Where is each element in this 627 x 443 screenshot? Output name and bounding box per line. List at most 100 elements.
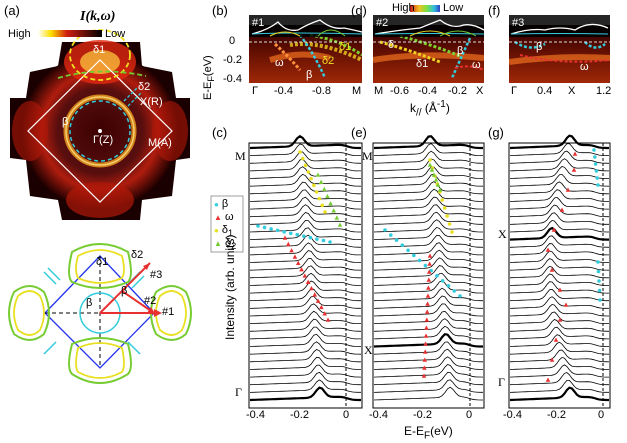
edc-marker [450,230,454,234]
edc-marker [309,176,313,181]
xtick-b-1: -0.4 [274,85,293,97]
xtick-b-2: -0.8 [312,85,331,97]
edc-marker [428,158,432,162]
band-b-beta: β [306,69,313,81]
edc-marker [309,285,314,291]
edc-curve [373,303,483,317]
edc-marker [412,253,416,258]
edc-curve [249,134,361,150]
edc-marker [308,235,313,240]
edc-curve [509,372,609,386]
edc-marker [292,254,298,259]
band-d-delta1: δ1 [416,58,429,70]
edc-curve [373,341,484,355]
edc-curve [373,166,483,179]
edc-marker [321,186,327,192]
edc-curve [373,234,484,248]
edc-marker [423,263,428,268]
edc-marker [331,208,337,213]
xtick-b-3: M [352,85,362,97]
edc-curve [509,189,609,202]
edc-panel-g [509,134,610,402]
y-axis-label-top: E-EF(eV) [202,55,217,100]
edc-marker [422,357,428,362]
panel-a-title: I(k,ω) [80,9,116,24]
edc-curve [373,188,483,202]
edc-curve [373,287,483,302]
edc-marker [406,248,410,253]
fs-label-xr: X(R) [140,96,163,108]
edc-curve [509,226,609,241]
edc-curve [249,288,361,302]
x-axis-label-energy: E-EF(eV) [404,424,453,442]
edc-curve [373,226,483,240]
edc-marker [429,167,435,172]
xtick-c-0: -0.4 [246,409,265,421]
edc-curve [373,364,484,378]
edc-curve [373,143,483,156]
panel-label-d: (d) [351,3,367,18]
edc-marker [594,169,599,173]
edc-curve [509,326,609,340]
edc-curve [509,319,610,332]
edc-curve [249,356,361,370]
edc-curve [509,258,610,271]
colorbar-top-high: High [392,2,415,14]
edc-marker [431,172,437,177]
edc-curve [249,349,361,363]
edc-marker [295,232,300,237]
edc-curve [509,134,609,150]
legend-box [210,195,244,253]
panel-label-f: (f) [488,3,501,18]
edc-curve [509,273,609,286]
edc-marker [328,201,333,206]
panel-label-b: (b) [212,3,228,18]
edc-curve [373,150,484,164]
edc-marker [549,267,555,272]
edc-curve [373,158,483,172]
edc-marker [563,302,569,307]
edc-curve [509,243,609,256]
colorbar-a-low: Low [105,28,126,40]
edc-marker [306,170,311,174]
edc-marker [275,228,280,233]
edc-curve [249,242,361,256]
edc-curve [509,311,609,324]
cut-d: #2 [376,17,389,29]
edc-marker [298,150,302,154]
edc-marker [312,292,318,297]
edc-curve [509,386,609,402]
ytick-2: -0.4 [223,73,242,85]
edc-marker [300,156,305,161]
edc-marker [551,227,557,232]
edc-marker [422,365,427,370]
bz-label-beta1: β [86,297,93,309]
edc-marker [269,227,273,231]
sym-c-Gamma: Γ [235,385,242,399]
edc-curve [249,219,361,233]
edc-curve [509,265,609,279]
band-b-d2: δ2 [322,55,335,67]
edc-curve [373,219,483,233]
edc-marker [435,182,441,187]
edc-marker [424,325,429,330]
bz-label-delta1: δ1 [96,256,109,268]
edc-curve [373,265,483,279]
legend-item-delta1: ● δ1 [214,224,234,239]
xtick-b-0: Γ [252,85,259,97]
edc-curve [249,151,362,164]
edc-curve [373,348,483,363]
edc-marker [592,148,596,152]
sym-e-X: X [364,343,373,357]
edc-marker [422,349,428,354]
edc-marker [325,317,331,322]
edc-curve [509,341,610,355]
xtick-f-0: Γ [511,85,518,97]
edc-curve [373,386,483,401]
edc-marker [423,341,428,346]
colorbar-a-high: High [8,28,31,40]
edc-marker [440,198,445,202]
panel-label-g: (g) [488,125,504,140]
edc-curve [249,158,361,172]
